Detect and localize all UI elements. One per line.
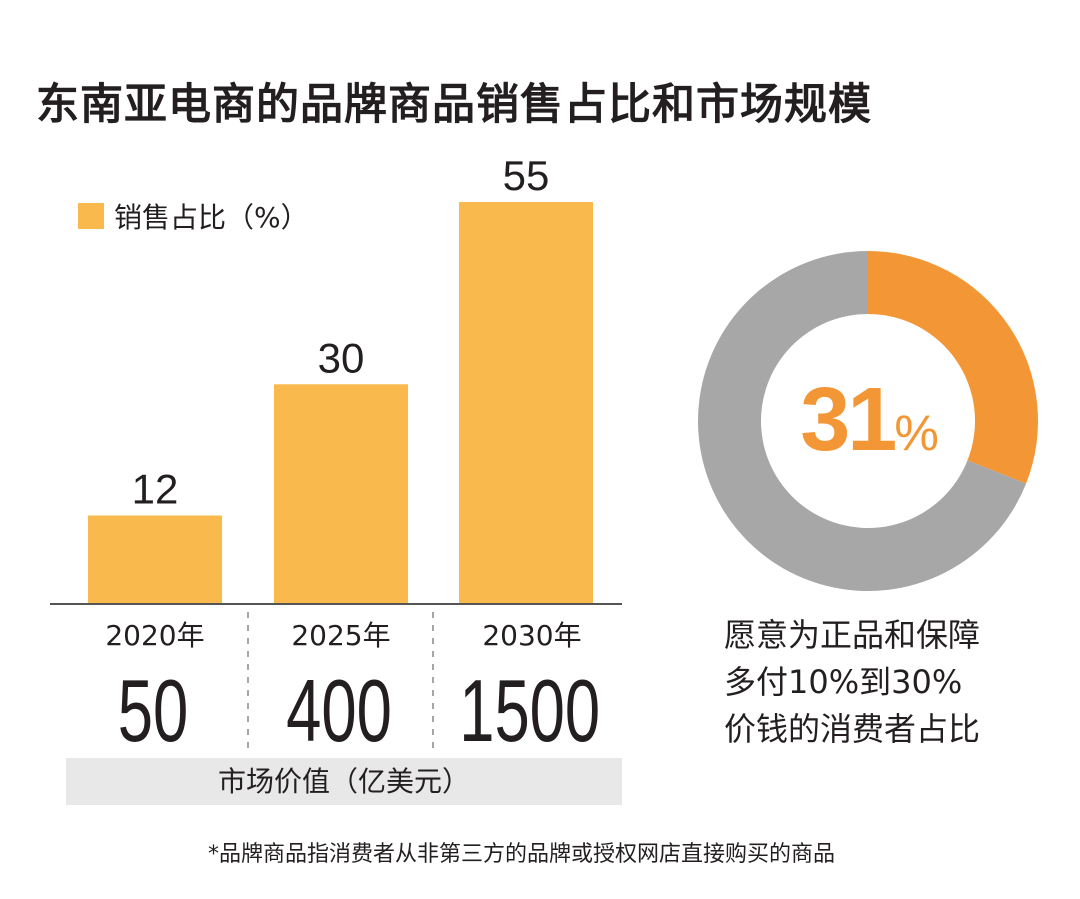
caption-line: 价钱的消费者占比 — [724, 710, 981, 748]
donut-unit: % — [894, 405, 939, 461]
chart-title: 东南亚电商的品牌商品销售占比和市场规模 — [36, 80, 872, 130]
bar-data-label: 55 — [503, 152, 550, 199]
donut-center-value: 31% — [768, 375, 968, 478]
legend: 销售占比（%） — [78, 196, 309, 236]
bar — [459, 202, 593, 603]
bar — [274, 384, 408, 603]
donut-value: 31 — [800, 370, 897, 470]
donut-caption: 愿意为正品和保障 多付10%到30% 价钱的消费者占比 — [724, 612, 980, 753]
caption-line: 多付10%到30% — [724, 663, 963, 701]
x-tick-label: 2025年 — [291, 619, 391, 652]
market-value: 400 — [286, 661, 392, 760]
x-tick-label: 2030年 — [482, 619, 582, 652]
x-tick-label: 2020年 — [105, 619, 205, 652]
donut-slice — [868, 251, 1038, 484]
bar-data-label: 30 — [318, 334, 365, 381]
bar-data-label: 12 — [132, 466, 179, 513]
market-value: 1500 — [459, 661, 601, 760]
bar — [88, 515, 222, 603]
legend-label: 销售占比（%） — [114, 201, 309, 234]
donut-slice — [698, 251, 1027, 591]
caption-line: 愿意为正品和保障 — [724, 616, 981, 654]
market-value: 50 — [117, 661, 189, 760]
footnote: *品牌商品指消费者从非第三方的品牌或授权网店直接购买的商品 — [208, 842, 836, 867]
market-value-label: 市场价值（亿美元） — [66, 758, 622, 805]
legend-swatch — [78, 203, 104, 229]
